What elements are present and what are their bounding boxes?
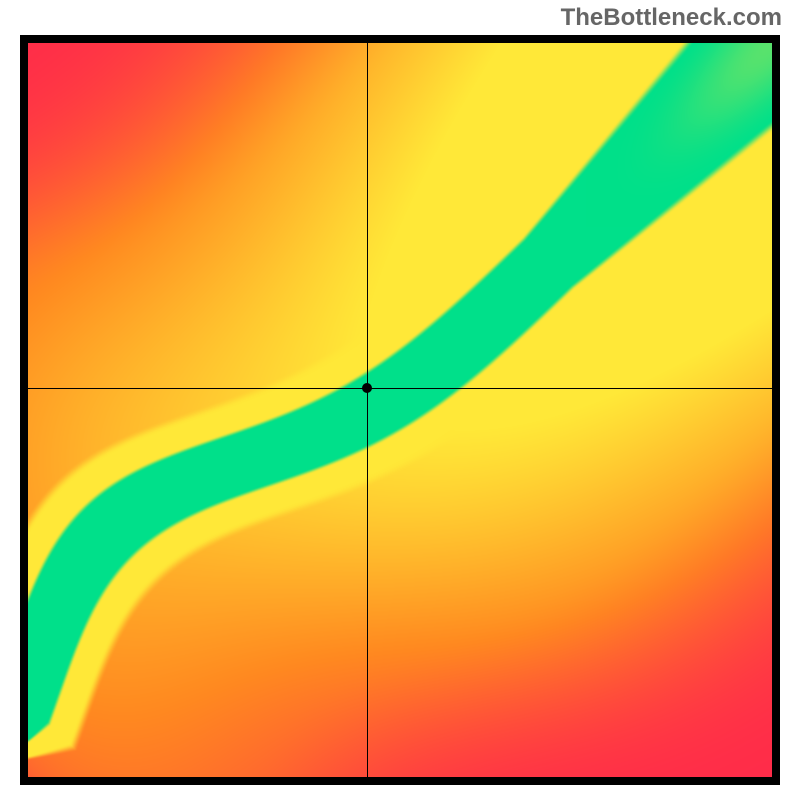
watermark-text: TheBottleneck.com	[561, 4, 782, 32]
data-point	[362, 383, 372, 393]
chart-container: TheBottleneck.com	[0, 0, 800, 800]
heatmap-canvas	[28, 43, 772, 777]
crosshair-horizontal	[28, 388, 772, 389]
plot-area	[28, 43, 772, 777]
crosshair-vertical	[367, 43, 368, 777]
